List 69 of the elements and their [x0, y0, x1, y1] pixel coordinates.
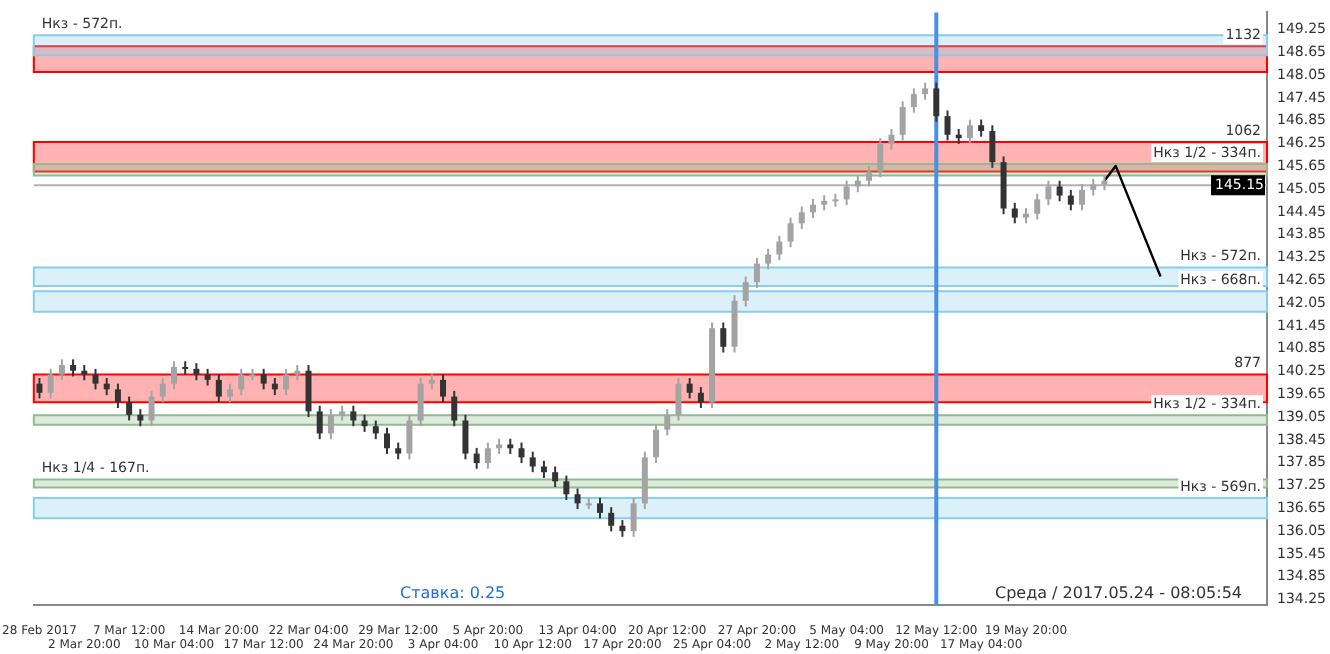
candlestick: [260, 367, 267, 391]
candlestick: [238, 367, 245, 397]
candlestick: [866, 164, 873, 188]
candlestick: [596, 496, 603, 520]
candlestick: [697, 386, 704, 409]
candlestick: [1079, 183, 1086, 212]
candlestick: [910, 87, 917, 114]
candlestick: [563, 474, 570, 501]
candlestick: [675, 376, 682, 422]
candlestick: [989, 124, 996, 169]
candlestick: [327, 408, 334, 441]
candlestick: [720, 321, 727, 354]
candlestick: [776, 234, 783, 262]
candlestick: [753, 256, 760, 289]
candlestick: [159, 376, 166, 404]
candlestick: [227, 382, 234, 404]
candlestick: [1034, 192, 1041, 221]
candlestick: [406, 413, 413, 461]
candlestick: [114, 382, 121, 409]
candlestick: [686, 376, 693, 400]
candlestick: [899, 100, 906, 142]
candlestick: [641, 450, 648, 511]
candlestick: [966, 118, 973, 145]
candlestick: [1000, 155, 1007, 216]
candlestick: [518, 441, 525, 465]
candlestick: [1045, 179, 1052, 207]
candlestick: [552, 465, 559, 489]
candlestick: [58, 358, 65, 382]
candlestick: [484, 441, 491, 470]
candlestick: [742, 275, 749, 308]
candlestick: [451, 389, 458, 428]
candlestick: [462, 413, 469, 461]
candlestick: [877, 137, 884, 179]
candlestick: [283, 367, 290, 397]
candlestick: [765, 247, 772, 271]
annotation: Ставка: 0.25: [400, 584, 506, 602]
candlestick: [473, 446, 480, 470]
candlestick: [731, 294, 738, 354]
candlestick: [630, 496, 637, 538]
candlestick: [944, 109, 951, 142]
candlestick: [787, 216, 794, 249]
candlestick: [1056, 179, 1063, 203]
candlestick: [305, 364, 312, 419]
candlestick: [809, 197, 816, 219]
candlestick: [350, 404, 357, 428]
candlestick: [574, 487, 581, 511]
candlestick: [417, 376, 424, 428]
candlestick: [888, 128, 895, 151]
candlestick: [215, 373, 222, 404]
candlestick: [170, 360, 177, 391]
candlestick: [92, 367, 99, 391]
candlestick: [36, 376, 43, 400]
candlestick: [372, 419, 379, 441]
candlestick: [529, 450, 536, 474]
candlestick: [798, 205, 805, 230]
candlestick: [933, 81, 940, 123]
candlestick: [126, 395, 133, 422]
annotation: Среда / 2017.05.24 - 08:05:54: [994, 584, 1242, 602]
candlestick: [440, 373, 447, 404]
candlestick: [653, 422, 660, 465]
candlestick: [383, 426, 390, 455]
candlestick: [316, 404, 323, 441]
candlestick: [843, 179, 850, 207]
candlestick: [608, 506, 615, 533]
candlestick: [1011, 201, 1018, 225]
candlestick: [664, 408, 671, 437]
candlestick: [148, 389, 155, 428]
candlestick: [47, 367, 54, 400]
candlestick: [1067, 188, 1074, 212]
